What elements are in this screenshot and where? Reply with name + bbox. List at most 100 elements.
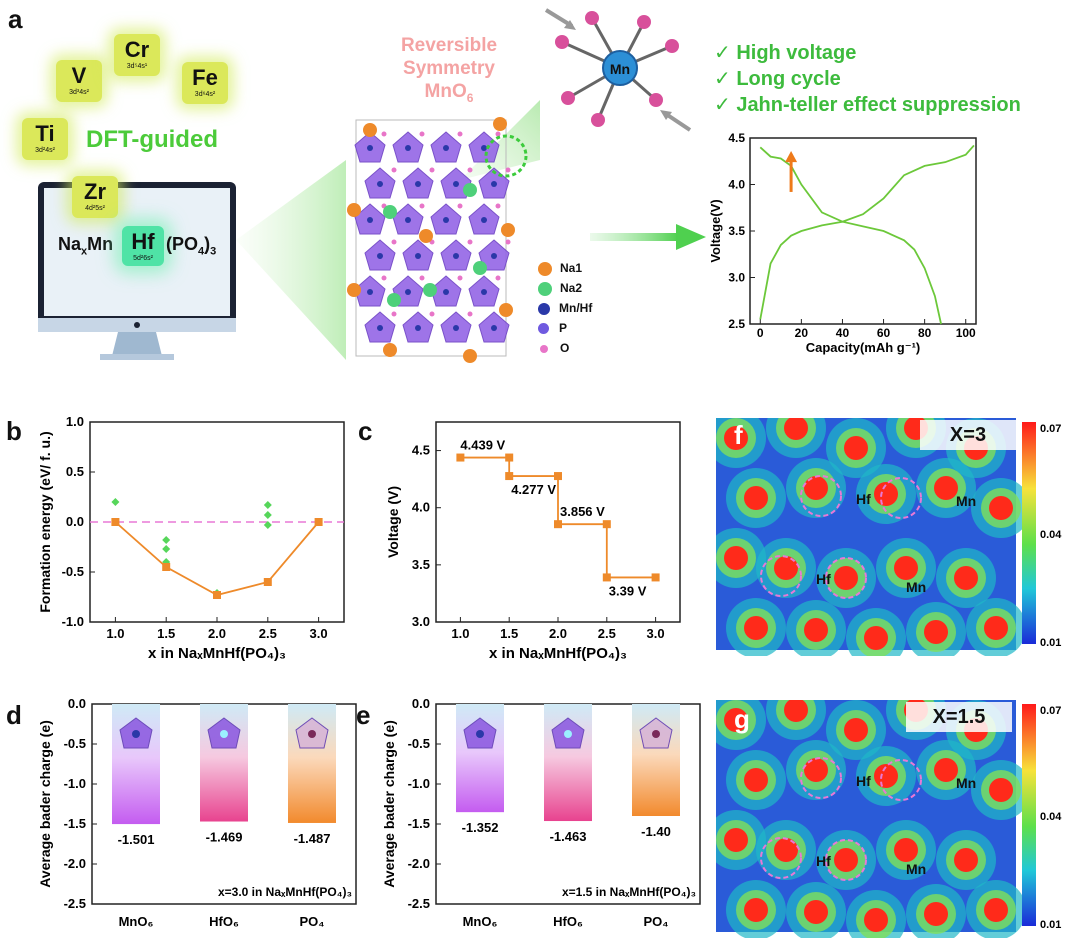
bar-value-label: -1.352 [462,820,499,835]
element-config: 3d²4s² [35,147,55,154]
step-point [505,472,514,481]
y-tick-label: -2.5 [64,896,86,911]
mn-hf-site [453,253,459,259]
na2-site [383,205,397,219]
legend-label: Na1 [560,261,583,275]
panel-label-a: a [8,4,23,34]
step-point [554,472,562,481]
legend-item-mnhf: Mn/Hf [538,298,592,318]
density-core [774,556,798,580]
formula-close: ) [204,234,211,254]
na1-site [347,283,361,297]
oxygen-site [381,275,387,281]
na1-site [493,117,507,131]
oxygen-site [495,275,501,281]
density-core [784,700,808,722]
density-core [924,902,948,926]
density-core [989,496,1013,520]
element-symbol: Hf [131,229,155,254]
mn-atom [602,50,638,86]
colorbar [1022,422,1036,644]
density-core [834,848,858,872]
oxygen-site [391,167,397,173]
x-tick-label: 2.0 [549,626,567,641]
zoom-beam [460,100,540,180]
legend-dot-p [538,323,549,335]
density-core [724,546,748,570]
y-axis-label: Voltage(V) [708,199,723,262]
na2-site [423,283,437,297]
na1-site [363,123,377,137]
density-core [874,482,898,506]
x-tick-label: 0 [757,326,764,340]
light-beam [236,160,346,360]
y-tick-label: 3.0 [412,614,430,629]
na2-site [463,183,477,197]
check-high-voltage: ✓ High voltage [714,42,857,64]
hull-point [314,518,323,526]
panel-label-e: e [356,700,371,730]
atom-label: Hf [816,571,831,587]
center-atom [652,730,660,738]
voltage-value-label: 4.277 V [511,482,556,497]
element-zr-tile: Zr 4d²5s² [72,176,118,218]
unit-cell-frame [355,119,507,357]
mn-hf-site [415,181,421,187]
na1-site [347,203,361,217]
density-core [784,418,808,440]
atom-label: Mn [906,579,926,595]
y-tick-label: -2.0 [64,856,86,871]
element-v-tile: V 3d³4s² [56,60,102,102]
structure-point [162,536,171,544]
y-tick-label: -1.5 [64,816,86,831]
panel-label-f: f [734,420,743,450]
density-core [954,848,978,872]
oxygen-site [419,131,425,137]
center-atom [564,730,572,738]
legend-item-p: P [538,318,592,338]
mn-hf-site [415,253,421,259]
colorbar-tick-label: 0.07 [1040,423,1061,435]
x-tick-label: 20 [795,326,809,340]
y-tick-label: 1.0 [66,414,84,429]
mn-atom-label: Mn [610,61,630,77]
dft-guided-label: DFT-guided [86,126,218,153]
charge-density-map-x15: Hf Mn Hf Mn 0.07 0.04 0.01 [716,700,1062,938]
element-symbol: V [71,63,87,88]
strain-arrow-head-top [564,20,576,30]
density-core [989,778,1013,802]
y-axis-label: Average bader charge (e) [381,720,397,888]
legend-item-o: O [538,338,592,358]
legend-dot-na1 [538,261,552,276]
x-category-label: MnO₆ [119,914,154,929]
voltage-value-label: 4.439 V [460,438,505,453]
mn-hf-site [367,217,373,223]
formula-sub-4: 4 [198,245,205,258]
structure-point [263,501,272,509]
reversible-line2: Symmetry [403,58,495,79]
map-title-x15: X=1.5 [906,702,1012,732]
density-core [954,566,978,590]
x-axis-label: x in NaₓMnHf(PO₄)₃ [489,645,627,662]
y-tick-label: 0.5 [66,464,84,479]
highlighted-site [760,555,802,597]
formula-po: (PO [166,234,199,254]
strain-arrow-head-bottom [660,110,672,120]
density-core [984,616,1008,640]
na1-site [383,343,397,357]
monitor-base [100,354,174,360]
x-axis-label: x in NaₓMnHf(PO₄)₃ [148,645,286,662]
formula-label: NaxMn [58,234,113,258]
voltage-step-chart: 3.0 3.5 4.0 4.5 1.0 1.5 2.0 2.5 3.0 x in NaₓMnHf(… [385,421,681,662]
mn-hf-site [377,253,383,259]
reversible-line1: Reversible [400,35,498,56]
na1-site [419,229,433,243]
formula-na: Na [58,234,82,254]
panel-label-c: c [358,416,373,446]
legend-label: Mn/Hf [559,301,593,315]
structure-point [162,545,171,553]
density-core [934,758,958,782]
step-point [602,520,611,529]
density-core [744,898,768,922]
oxygen-site [505,167,511,173]
